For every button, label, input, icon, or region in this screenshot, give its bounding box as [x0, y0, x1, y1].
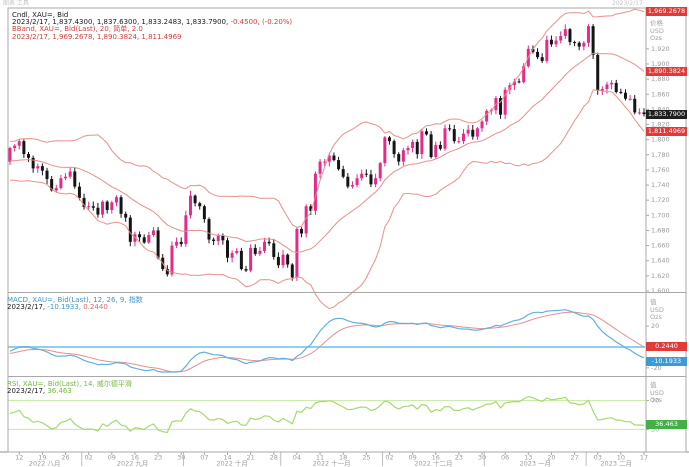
badge-rsi-value: 36.463: [646, 420, 687, 430]
svg-text:1,820: 1,820: [651, 121, 670, 129]
svg-text:30: 30: [651, 425, 659, 433]
svg-text:1,620: 1,620: [651, 272, 670, 280]
price-axis-title: 价格 USD Ozs: [650, 19, 664, 43]
svg-text:07: 07: [200, 454, 208, 462]
svg-text:12: 12: [15, 454, 23, 462]
svg-text:1,760: 1,760: [651, 166, 670, 174]
legend-instrument: Cndl, XAU=, Bid: [12, 11, 69, 19]
svg-text:70: 70: [651, 397, 659, 405]
svg-text:1,780: 1,780: [651, 151, 670, 159]
svg-text:1,640: 1,640: [651, 257, 670, 265]
svg-text:23: 23: [455, 454, 463, 462]
legend-rsi-values: 2023/2/17, 36.463: [7, 387, 72, 396]
svg-text:1,740: 1,740: [651, 181, 670, 189]
svg-text:20: 20: [547, 454, 555, 462]
macd-legend[interactable]: MACD, XAU=, Bid(Last), 12, 26, 9, 指数 202…: [7, 296, 143, 312]
legend-macd: MACD, XAU=, Bid(Last), 12, 26, 9, 指数: [7, 296, 143, 304]
badge-last-price: 1,833.7900: [646, 109, 687, 119]
rsi-legend[interactable]: RSI, XAU=, Bid(Last), 14, 威尔德平滑 2023/2/1…: [7, 380, 132, 396]
svg-text:14: 14: [223, 454, 231, 462]
svg-text:-20: -20: [651, 364, 662, 372]
window-topbar-right-text: 2023/2/17: [612, 0, 643, 7]
window-topbar-left-text: 图表 工具: [3, 0, 29, 7]
badge-middle-band: 1,890.3824: [646, 66, 687, 76]
svg-text:03: 03: [594, 454, 602, 462]
svg-text:2022 十二月: 2022 十二月: [414, 459, 452, 467]
svg-text:2023 一月: 2023 一月: [519, 460, 551, 467]
badge-macd-value: -10.1933: [646, 357, 687, 367]
svg-text:2022 八月: 2022 八月: [29, 460, 61, 467]
svg-text:30: 30: [478, 454, 486, 462]
svg-text:27: 27: [570, 454, 578, 462]
legend-bband-values: 2023/2/17, 1,969.2678, 1,890.3824, 1,811…: [12, 32, 182, 41]
svg-text:1,660: 1,660: [651, 242, 670, 250]
svg-text:20: 20: [651, 322, 659, 330]
svg-text:2022 十一月: 2022 十一月: [313, 459, 351, 467]
svg-text:09: 09: [108, 454, 116, 462]
svg-text:1,860: 1,860: [651, 90, 670, 98]
svg-text:1,920: 1,920: [651, 45, 670, 53]
svg-text:1,600: 1,600: [651, 287, 670, 295]
svg-text:18: 18: [339, 454, 347, 462]
svg-text:1,800: 1,800: [651, 136, 670, 144]
svg-text:10: 10: [617, 454, 625, 462]
svg-text:26: 26: [61, 454, 69, 462]
rsi-axis-title: 值 USD Ozs: [650, 381, 664, 405]
svg-text:1,880: 1,880: [651, 75, 670, 83]
svg-text:02: 02: [385, 454, 393, 462]
svg-text:21: 21: [247, 454, 255, 462]
svg-text:16: 16: [131, 454, 139, 462]
svg-text:19: 19: [38, 454, 46, 462]
legend-macd-values: 2023/2/17, -10.1933, 0.2440: [7, 303, 108, 312]
svg-text:25: 25: [362, 454, 370, 462]
badge-upper-band: 1,969.2678: [646, 7, 687, 17]
svg-text:1,840: 1,840: [651, 105, 670, 113]
svg-text:2022 十月: 2022 十月: [216, 459, 248, 467]
svg-text:02: 02: [85, 454, 93, 462]
legend-bband: BBand, XAU=, Bid(Last), 20, 简单, 2.0: [12, 25, 143, 34]
svg-text:28: 28: [270, 454, 278, 462]
badge-lower-band: 1,811.4969: [646, 126, 687, 136]
legend-rsi: RSI, XAU=, Bid(Last), 14, 威尔德平滑: [7, 380, 132, 388]
svg-text:06: 06: [501, 454, 509, 462]
svg-text:11: 11: [316, 454, 324, 462]
svg-text:09: 09: [408, 454, 416, 462]
svg-text:16: 16: [432, 454, 440, 462]
svg-text:23: 23: [154, 454, 162, 462]
legend-change: -0.4500, (-0.20%): [230, 18, 293, 27]
price-legend[interactable]: Cndl, XAU=, Bid 2023/2/17, 1,837.4300, 1…: [12, 11, 293, 41]
svg-text:1,680: 1,680: [651, 226, 670, 234]
svg-text:2023 二月: 2023 二月: [600, 460, 632, 467]
svg-text:13: 13: [524, 454, 532, 462]
svg-text:1,700: 1,700: [651, 211, 670, 219]
legend-ohlc: 2023/2/17, 1,837.4300, 1,837.6300, 1,833…: [12, 18, 293, 27]
svg-text:17: 17: [640, 454, 648, 462]
svg-text:1,900: 1,900: [651, 60, 670, 68]
svg-text:30: 30: [177, 454, 185, 462]
badge-macd-signal: 0.2440: [646, 342, 687, 352]
svg-text:2022 九月: 2022 九月: [117, 459, 149, 467]
macd-axis-title: 值 USD Ozs: [650, 298, 664, 322]
svg-text:04: 04: [293, 454, 301, 462]
svg-text:1,720: 1,720: [651, 196, 670, 204]
